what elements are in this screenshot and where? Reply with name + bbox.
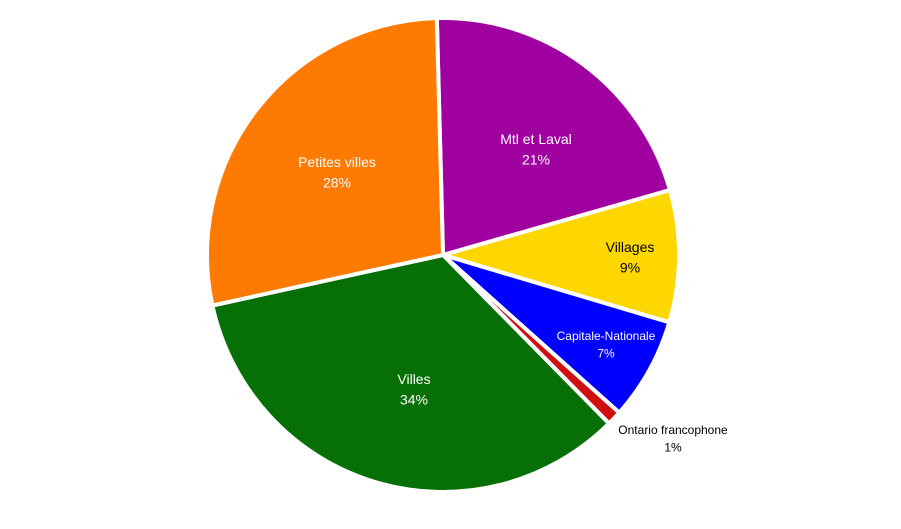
slice-value-mtl-et-laval: 21%	[522, 151, 550, 167]
slice-label-villes: Villes	[397, 371, 430, 387]
slice-label-mtl-et-laval: Mtl et Laval	[500, 131, 572, 147]
slice-value-villes: 34%	[400, 391, 428, 407]
slice-label-capitale-nationale: Capitale-Nationale	[557, 329, 656, 343]
pie-slice-petites-villes	[205, 16, 445, 308]
slice-label-petites-villes: Petites villes	[298, 154, 376, 170]
slice-value-capitale-nationale: 7%	[597, 346, 615, 360]
slice-value-villages: 9%	[620, 259, 640, 275]
slice-value-ontario-francophone: 1%	[664, 440, 682, 454]
slice-value-petites-villes: 28%	[323, 174, 351, 190]
pie-slice-villages	[441, 188, 681, 325]
pie-slice-mtl-et-laval	[434, 16, 672, 257]
slice-label-ontario-francophone: Ontario francophone	[618, 423, 728, 437]
pie-slice-villes	[210, 253, 611, 494]
pie-slices	[205, 16, 681, 494]
pie-slice-capitale-nationale	[441, 253, 672, 415]
pie-labels: Mtl et Laval 21% Villages 9% Capitale-Nation…	[298, 131, 728, 454]
slice-label-villages: Villages	[606, 239, 655, 255]
